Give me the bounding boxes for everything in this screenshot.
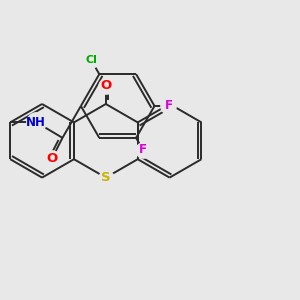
Text: Cl: Cl	[85, 55, 97, 65]
Text: O: O	[46, 152, 58, 165]
Text: O: O	[100, 79, 112, 92]
Text: NH: NH	[26, 116, 46, 129]
Text: S: S	[101, 171, 111, 184]
Text: F: F	[139, 143, 147, 157]
Text: F: F	[164, 100, 172, 112]
